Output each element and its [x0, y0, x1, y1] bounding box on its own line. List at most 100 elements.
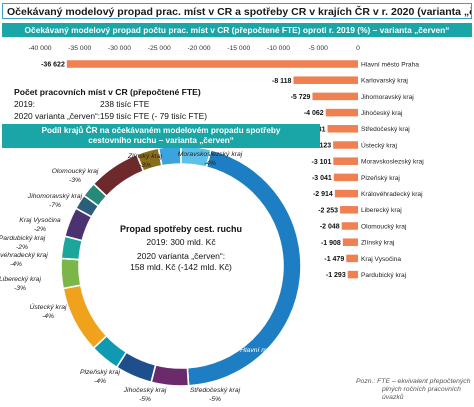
x-tick-label: -30 000 — [108, 45, 131, 52]
fte-2019-label: 2019: — [14, 99, 35, 109]
bar-chart-title: Očekávaný modelový propad počtu prac. mí… — [2, 23, 472, 37]
donut-slice — [92, 153, 145, 198]
slice-name-label: Ústecký kraj — [29, 302, 67, 311]
slice-value-label: -3% — [139, 162, 151, 169]
bar-value-label: -2 253 — [318, 207, 338, 214]
bar — [312, 92, 358, 101]
bar-value-label: -1 908 — [321, 240, 341, 247]
category-label: Královéhradecký kraj — [361, 191, 423, 198]
slice-name-label: Jihočeský kraj — [123, 387, 167, 394]
donut-center-text: Propad spotřeby cest. ruchu 2019: 300 ml… — [108, 224, 254, 273]
slice-value-label: -4% — [10, 261, 22, 268]
fte-note-line1: Pozn.: FTE – ekvivalent přepočtených — [356, 378, 471, 385]
category-label: Jihočeský kraj — [361, 110, 403, 117]
bar-value-label: -1 479 — [324, 256, 344, 263]
fte-note: Pozn.: FTE – ekvivalent přepočtených pln… — [356, 378, 472, 402]
donut-center-heading: Propad spotřeby cest. ruchu — [119, 224, 243, 234]
category-label: Hlavní město Praha — [361, 61, 419, 68]
bar — [293, 76, 358, 84]
slice-value-label: -5% — [209, 396, 221, 403]
x-tick-label: -5 000 — [309, 45, 328, 52]
fte-2020-value: 159 tisíc FTE (- 79 tisíc FTE) — [100, 111, 208, 121]
x-tick-label: -20 000 — [187, 45, 210, 52]
slice-value-label: -2% — [16, 244, 28, 251]
fte-stats: Počet pracovních míst v CR (přepočtené F… — [14, 86, 207, 122]
x-tick-label: -40 000 — [28, 45, 51, 52]
fte-note-line2: plných ročních pracovních úvazků — [382, 386, 461, 401]
slice-name-label: Karlovarský kraj — [23, 342, 72, 349]
slice-name-label: Středočeský kraj — [190, 387, 241, 394]
category-label: Ústecký kraj — [361, 140, 397, 149]
slice-value-label: -7% — [49, 202, 61, 209]
slice-name-label: Olomoucký kraj — [52, 168, 99, 175]
pie-title-line1: Podíl krajů ČR na očekávaném modelovém p… — [41, 126, 281, 135]
bar — [347, 270, 358, 279]
bar-value-label: -8 118 — [272, 78, 292, 85]
bar — [333, 141, 358, 149]
bar-value-label: -2 048 — [320, 224, 340, 231]
category-label: Liberecký kraj — [361, 207, 402, 214]
donut-center-line3: 158 mld. Kč (-142 mld. Kč) — [130, 262, 232, 272]
bar-value-label: -5 729 — [291, 94, 311, 101]
bar-value-label: -3 123 — [311, 143, 331, 150]
slice-value-label: -9% — [41, 351, 53, 358]
donut-center-line2: 2020 varianta „červen“: — [136, 251, 226, 261]
bar — [333, 157, 358, 165]
category-label: Pardubický kraj — [361, 272, 407, 279]
slice-value-label: -4% — [94, 378, 106, 385]
x-tick-label: 0 — [356, 45, 360, 52]
x-tick-label: -25 000 — [148, 45, 171, 52]
slice-value-label: -45% — [262, 356, 278, 363]
bar — [342, 238, 358, 246]
fte-stats-heading: Počet pracovních míst v CR (přepočtené F… — [14, 87, 201, 97]
slice-name-label: Hlavní město Praha — [240, 347, 300, 354]
bar — [341, 222, 358, 230]
category-label: Jihomoravský kraj — [361, 94, 414, 101]
slice-value-label: -5% — [139, 396, 151, 403]
pie-title-line2: cestovního ruchu – varianta „červen“ — [88, 136, 234, 145]
slice-value-label: -3% — [69, 177, 81, 184]
category-label: Kraj Vysočina — [361, 256, 401, 263]
bar — [327, 125, 358, 133]
slice-value-label: -2% — [34, 226, 46, 233]
donut-center-line1: 2019: 300 mld. Kč — [146, 237, 216, 247]
bar-value-label: -3 041 — [312, 175, 332, 182]
slice-name-label: Liberecký kraj — [0, 276, 41, 283]
bar — [340, 206, 358, 214]
x-tick-label: -35 000 — [68, 45, 91, 52]
slice-name-label: Moravskoslezský kraj — [178, 151, 243, 158]
slice-name-label: Plzeňský kraj — [80, 369, 121, 376]
category-label: Karlovarský kraj — [361, 78, 408, 85]
bar-value-label: -4 062 — [304, 110, 324, 117]
category-label: Moravskoslezský kraj — [361, 159, 424, 166]
donut-slice — [60, 257, 82, 290]
bar — [325, 108, 358, 117]
bar — [346, 254, 358, 263]
pie-chart-title: Podíl krajů ČR na očekávaném modelovém p… — [2, 124, 320, 148]
bar-value-label: -3 101 — [311, 159, 331, 166]
slice-value-label: -4% — [204, 160, 216, 167]
category-label: Plzeňský kraj — [361, 175, 400, 182]
slice-name-label: Zlínský kraj — [127, 153, 163, 160]
bar-value-label: -1 293 — [326, 272, 346, 279]
donut-slice — [62, 284, 108, 350]
x-tick-label: -15 000 — [227, 45, 250, 52]
slice-value-label: -4% — [42, 313, 54, 320]
slice-name-label: Královéhradecký kraj — [0, 252, 48, 259]
slice-name-label: Jihomoravský kraj — [27, 193, 83, 200]
category-label: Olomoucký kraj — [361, 223, 407, 230]
bar — [66, 60, 358, 68]
slice-value-label: -3% — [14, 285, 26, 292]
category-label: Středočeský kraj — [361, 126, 410, 133]
donut-slice — [150, 363, 190, 387]
fte-stats-row-2019: 2019: 238 tisíc FTE — [14, 98, 207, 110]
bar-value-label: -36 622 — [41, 62, 65, 69]
slice-name-label: Pardubický kraj — [0, 235, 46, 242]
fte-2020-label: 2020 varianta „červen“: — [14, 111, 101, 121]
slice-name-label: Kraj Vysočina — [19, 217, 61, 224]
fte-2019-value: 238 tisíc FTE — [100, 99, 150, 109]
fte-stats-row-2020: 2020 varianta „červen“:159 tisíc FTE (- … — [14, 110, 207, 122]
x-tick-label: -10 000 — [267, 45, 290, 52]
bar-value-label: -2 914 — [313, 191, 333, 198]
